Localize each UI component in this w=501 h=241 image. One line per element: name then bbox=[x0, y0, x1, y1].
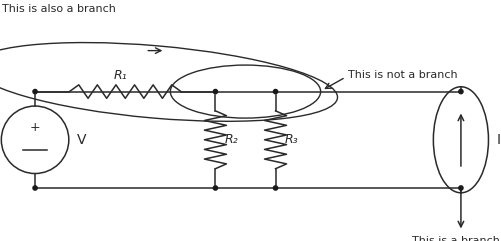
Circle shape bbox=[33, 186, 37, 190]
Text: R₃: R₃ bbox=[285, 133, 298, 146]
Circle shape bbox=[274, 186, 278, 190]
Circle shape bbox=[274, 89, 278, 94]
Circle shape bbox=[459, 89, 463, 94]
Text: +: + bbox=[30, 121, 41, 134]
Text: R₂: R₂ bbox=[224, 133, 238, 146]
Circle shape bbox=[459, 186, 463, 190]
Text: This is also a branch: This is also a branch bbox=[2, 4, 116, 14]
Circle shape bbox=[33, 89, 37, 94]
Text: R₁: R₁ bbox=[113, 69, 127, 82]
Text: I: I bbox=[496, 133, 500, 147]
Text: This is a branch: This is a branch bbox=[412, 236, 500, 241]
Circle shape bbox=[213, 89, 217, 94]
Text: V: V bbox=[77, 133, 86, 147]
Circle shape bbox=[213, 186, 217, 190]
Text: This is not a branch: This is not a branch bbox=[348, 70, 457, 80]
